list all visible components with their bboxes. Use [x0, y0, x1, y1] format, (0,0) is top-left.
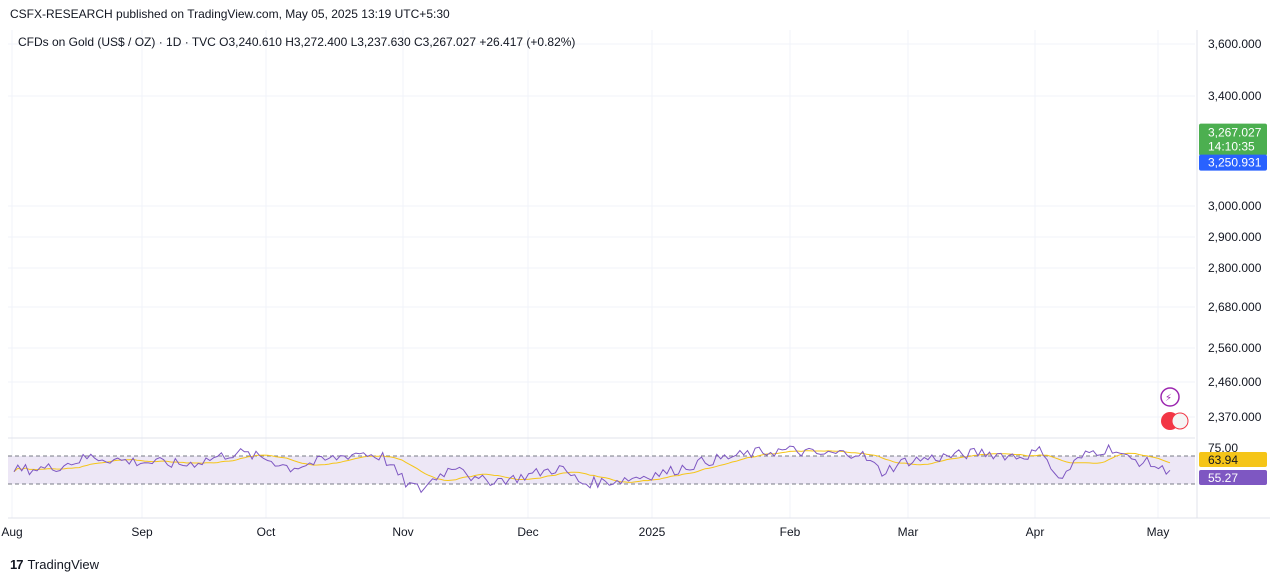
time-tick-label: Feb	[780, 525, 801, 539]
brand-footer: 17 TradingView	[10, 557, 99, 572]
ohlc-legend: CFDs on Gold (US$ / OZ) · 1D · TVC O3,24…	[18, 35, 575, 49]
time-tick-label: 2025	[639, 525, 666, 539]
rsi-upper-label: 75.00	[1208, 441, 1238, 455]
time-axis: Aug Sep Oct Nov Dec 2025 Feb Mar Apr May	[1, 525, 1169, 539]
time-tick-label: Sep	[131, 525, 153, 539]
ma-badge	[1199, 154, 1267, 171]
time-tick-label: Nov	[392, 525, 413, 539]
last-price-badge	[1199, 123, 1267, 156]
tradingview-logo-icon: 17	[10, 557, 24, 572]
ma-label: 3,250.931	[1208, 156, 1262, 170]
countdown-label: 14:10:35	[1208, 140, 1255, 154]
price-tick-label: 2,460.000	[1208, 375, 1262, 389]
rsi-badge	[1199, 470, 1267, 485]
rsi-signal-label: 55.27	[1208, 471, 1238, 485]
flash-glyph: ⚡	[1165, 393, 1172, 404]
price-tick-label: 2,900.000	[1208, 230, 1262, 244]
chart-legend: CFDs on Gold (US$ / OZ) · 1D · TVC O3,24…	[18, 35, 575, 49]
price-tick-label: 3,000.000	[1208, 199, 1262, 213]
time-tick-label: May	[1147, 525, 1170, 539]
publisher-line: CSFX-RESEARCH published on TradingView.c…	[10, 7, 450, 21]
flash-icon	[1160, 387, 1180, 407]
price-tick-label: 2,560.000	[1208, 341, 1262, 355]
flag-icon	[1171, 412, 1189, 430]
main-pane-bg	[8, 30, 1198, 435]
price-axis: 3,600.000 3,400.000 3,000.000 2,900.000 2,80…	[8, 30, 1270, 519]
time-tick-label: Apr	[1026, 525, 1045, 539]
rsi-line	[13, 443, 1171, 494]
price-tick-label: 3,400.000	[1208, 89, 1262, 103]
last-price-label: 3,267.027	[1208, 126, 1262, 140]
price-tick-label: 2,800.000	[1208, 261, 1262, 275]
time-tick-label: Aug	[1, 525, 22, 539]
rsi-value-label: 63.94	[1208, 453, 1238, 467]
time-tick-label: Mar	[898, 525, 919, 539]
time-tick-label: Dec	[517, 525, 538, 539]
price-tick-label: 2,370.000	[1208, 410, 1262, 424]
price-tick-label: 3,600.000	[1208, 37, 1262, 51]
price-tick-label: 2,680.000	[1208, 300, 1262, 314]
brand-name: TradingView	[27, 557, 100, 572]
rsi-signal-badge	[1199, 452, 1267, 467]
time-tick-label: Oct	[257, 525, 276, 539]
